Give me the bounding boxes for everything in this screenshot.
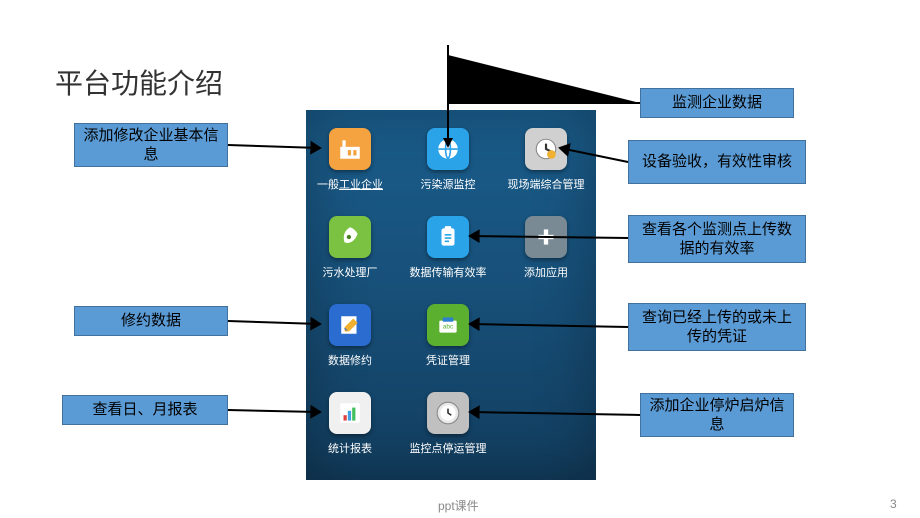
page-number: 3: [890, 497, 897, 511]
app-label: 污染源监控: [421, 176, 476, 192]
app-label: 统计报表: [328, 440, 372, 456]
app-a4[interactable]: 污水处理厂: [320, 216, 380, 280]
app-label: 数据传输有效率: [410, 264, 487, 280]
app-label: 凭证管理: [426, 352, 470, 368]
chart-icon: [329, 392, 371, 434]
app-a10[interactable]: 监控点停运管理: [418, 392, 478, 456]
globe-icon: [427, 128, 469, 170]
app-a9[interactable]: 统计报表: [320, 392, 380, 456]
app-a7[interactable]: 数据修约: [320, 304, 380, 368]
page-title: 平台功能介绍: [55, 62, 223, 102]
app-label: 监控点停运管理: [410, 440, 487, 456]
app-a8[interactable]: abc 凭证管理: [418, 304, 478, 368]
app-a6[interactable]: 添加应用: [516, 216, 576, 280]
callout-c6: 查看各个监测点上传数据的有效率: [628, 215, 806, 263]
app-label: 一般工业企业: [317, 176, 383, 192]
app-label: 数据修约: [328, 352, 372, 368]
callout-c1: 添加修改企业基本信息: [74, 123, 228, 167]
app-label: 污水处理厂: [323, 264, 378, 280]
callout-c5: 设备验收，有效性审核: [628, 140, 806, 184]
edit-icon: [329, 304, 371, 346]
leaf-icon: [329, 216, 371, 258]
app-label: 现场端综合管理: [508, 176, 585, 192]
callout-c7: 查询已经上传的或未上传的凭证: [628, 303, 806, 351]
clock-icon: [525, 128, 567, 170]
plus-icon: [525, 216, 567, 258]
app-a5[interactable]: 数据传输有效率: [418, 216, 478, 280]
app-label: 添加应用: [524, 264, 568, 280]
callout-c4: 监测企业数据: [640, 88, 794, 118]
callout-c8: 添加企业停炉启炉信息: [640, 393, 794, 437]
app-a2[interactable]: 污染源监控: [418, 128, 478, 192]
footer-text: ppt课件: [438, 497, 479, 514]
clipboard-icon: [427, 216, 469, 258]
folder-icon: abc: [427, 304, 469, 346]
callout-c3: 查看日、月报表: [62, 395, 228, 425]
svg-text:abc: abc: [443, 323, 454, 330]
app-a3[interactable]: 现场端综合管理: [516, 128, 576, 192]
factory-icon: [329, 128, 371, 170]
callout-c2: 修约数据: [74, 306, 228, 336]
clock2-icon: [427, 392, 469, 434]
app-a1[interactable]: 一般工业企业: [320, 128, 380, 192]
